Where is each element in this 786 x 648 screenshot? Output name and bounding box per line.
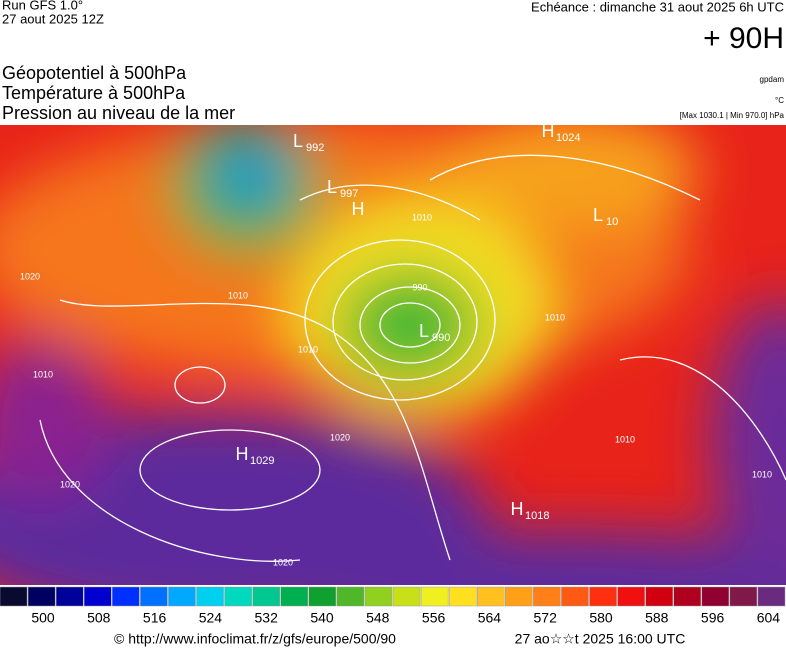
center-value: 1029 bbox=[250, 455, 274, 467]
colorbar-swatch bbox=[757, 586, 786, 607]
center-symbol: H bbox=[511, 499, 524, 519]
colorbar-swatch bbox=[196, 586, 224, 607]
center-value: 10 bbox=[606, 216, 618, 228]
colorbar-swatch bbox=[561, 586, 589, 607]
colorbar-label: 532 bbox=[255, 610, 279, 626]
colorbar-swatch bbox=[0, 586, 28, 607]
center-value: 990 bbox=[432, 332, 450, 344]
colorbar-swatch bbox=[168, 586, 196, 607]
center-symbol: L bbox=[593, 205, 603, 225]
isobar-label: 1010 bbox=[545, 312, 565, 322]
lead-time: + 90H bbox=[703, 22, 784, 55]
colorbar-label: 572 bbox=[534, 610, 558, 626]
isobars bbox=[39, 154, 786, 562]
colorbar-swatch bbox=[112, 586, 140, 607]
colorbar-swatch bbox=[280, 586, 309, 607]
center-value: 1018 bbox=[525, 510, 549, 522]
colorbar-swatch bbox=[673, 586, 702, 607]
colorbar-label: 540 bbox=[310, 610, 334, 626]
isobar-label: 1020 bbox=[20, 271, 40, 281]
isobar-label: 1020 bbox=[273, 557, 293, 567]
colorbar-swatch bbox=[224, 586, 252, 607]
colorbar-label: 556 bbox=[422, 610, 446, 626]
colorbar-label: 500 bbox=[31, 610, 55, 626]
colorbar-swatch bbox=[336, 586, 365, 607]
center-symbol: H bbox=[236, 444, 249, 464]
isobar-label: 1020 bbox=[330, 432, 350, 442]
colorbar-swatch bbox=[505, 586, 533, 607]
center-value: 992 bbox=[306, 142, 324, 154]
unit: °C bbox=[775, 96, 784, 105]
colorbar-swatch bbox=[645, 586, 673, 607]
isobar-label: 990 bbox=[412, 282, 427, 292]
colorbar-swatch bbox=[589, 586, 617, 607]
isobar-label: 1020 bbox=[60, 479, 80, 489]
colorbar-swatch bbox=[27, 586, 56, 607]
unit: [Max 1030.1 | Min 970.0] hPa bbox=[680, 111, 785, 120]
colorbar-swatch bbox=[420, 586, 449, 607]
colorbar-label: 580 bbox=[589, 610, 613, 626]
isobar-label: 1010 bbox=[228, 290, 248, 300]
center-value: 1024 bbox=[556, 132, 580, 144]
colorbar-swatch bbox=[83, 586, 112, 607]
colorbar-swatch bbox=[476, 586, 505, 607]
colorbar-swatch bbox=[392, 586, 421, 607]
colorbar-swatch bbox=[55, 586, 84, 607]
colorbar-label: 588 bbox=[645, 610, 669, 626]
colorbar-swatch bbox=[729, 586, 758, 607]
map bbox=[0, 125, 786, 585]
colorbar-swatch bbox=[617, 586, 645, 607]
legend-line: Géopotentiel à 500hPa bbox=[2, 63, 187, 83]
isobar-label: 1010 bbox=[298, 344, 318, 354]
center-symbol: L bbox=[419, 321, 429, 341]
legend-line: Pression au niveau de la mer bbox=[2, 103, 235, 123]
colorbar-swatch bbox=[252, 586, 280, 607]
colorbar-label: 524 bbox=[199, 610, 223, 626]
colorbar-swatch bbox=[701, 586, 730, 607]
colorbar-swatch bbox=[533, 586, 561, 607]
colorbar-label: 604 bbox=[757, 610, 781, 626]
colorbar-label: 548 bbox=[366, 610, 390, 626]
colorbar-label: 516 bbox=[143, 610, 167, 626]
center-symbol: H bbox=[352, 199, 365, 219]
colorbar-swatch bbox=[448, 586, 477, 607]
colorbar-swatch bbox=[308, 586, 337, 607]
colorbar-swatch bbox=[364, 586, 393, 607]
legend-line: Température à 500hPa bbox=[2, 83, 186, 103]
valid-time: Echéance : dimanche 31 aout 2025 6h UTC bbox=[531, 0, 784, 14]
isobar-label: 1010 bbox=[33, 369, 53, 379]
colorbar-swatch bbox=[140, 586, 168, 607]
center-symbol: H bbox=[542, 121, 555, 141]
colorbar-label: 596 bbox=[701, 610, 725, 626]
colorbar-label: 508 bbox=[87, 610, 111, 626]
isobar-label: 1010 bbox=[752, 469, 772, 479]
center-symbol: L bbox=[327, 177, 337, 197]
run-label: Run GFS 1.0° bbox=[2, 0, 83, 12]
run-date: 27 aout 2025 12Z bbox=[2, 11, 104, 26]
center-symbol: L bbox=[293, 131, 303, 151]
footer-url: © http://www.infoclimat.fr/z/gfs/europe/… bbox=[114, 631, 396, 647]
isobar-label: 1010 bbox=[615, 434, 635, 444]
unit: gpdam bbox=[760, 75, 785, 84]
isobar-label: 1010 bbox=[412, 212, 432, 222]
colorbar-label: 564 bbox=[478, 610, 502, 626]
center-value: 997 bbox=[340, 188, 358, 200]
footer-time: 27 ao☆☆t 2025 16:00 UTC bbox=[515, 631, 686, 647]
